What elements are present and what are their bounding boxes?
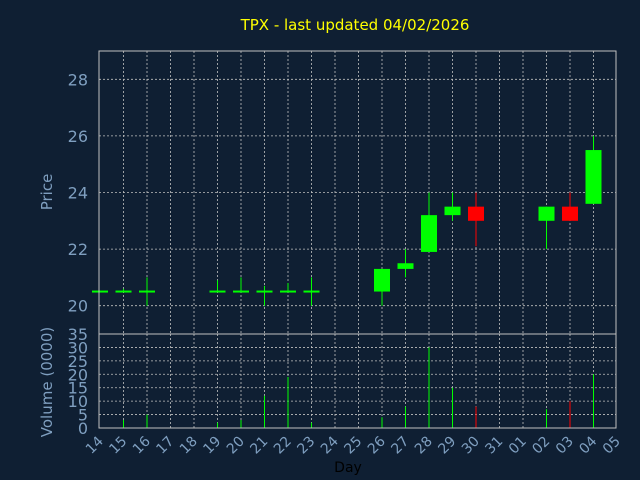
volume-tick-label: 5 [78,406,88,425]
candle-body [209,290,226,293]
candle-body [468,206,484,221]
candle-body [303,290,320,293]
price-tick-label: 26 [68,127,88,146]
chart-title: TPX - last updated 04/02/2026 [240,16,470,34]
price-tick-label: 24 [68,184,88,203]
volume-tick-label: 35 [68,325,88,344]
x-tick-labels: 14 15 16 17 18 19 20 21 22 23 24 25 26 27 28 29 30 31 01 02… [83,433,624,457]
candle-body [374,268,390,292]
volume-tick-label: 15 [68,379,88,398]
volume-tick-label: 30 [68,338,88,357]
volume-axis-label: Volume (0000) [38,327,56,437]
volume-panel-frame [98,333,617,429]
price-tick-label: 22 [68,240,88,259]
volume-tick-label: 10 [68,392,88,411]
candle-body [256,290,273,293]
volume-tick-label: 0 [78,419,88,438]
candle-body [421,215,437,252]
candle-body [562,206,578,221]
price-y-tick-labels: 20 22 24 26 28 [68,70,88,315]
candle-body [280,290,296,293]
volume-tick-label: 25 [68,352,88,371]
x-axis-label: Day [334,460,362,476]
candle-body [139,290,155,293]
volume-bars-layer [123,347,594,428]
candle-body [397,263,414,269]
volume-tick-label: 20 [68,365,88,384]
candle-body [444,206,461,216]
candle-body [92,290,108,293]
candle-body [233,290,249,293]
candle-body [115,290,132,293]
price-axis-label: Price [38,174,56,211]
candle-body [538,206,555,221]
candle-body [585,150,602,204]
price-tick-label: 20 [68,297,88,316]
candles-layer [92,135,602,306]
price-tick-label: 28 [68,70,88,89]
